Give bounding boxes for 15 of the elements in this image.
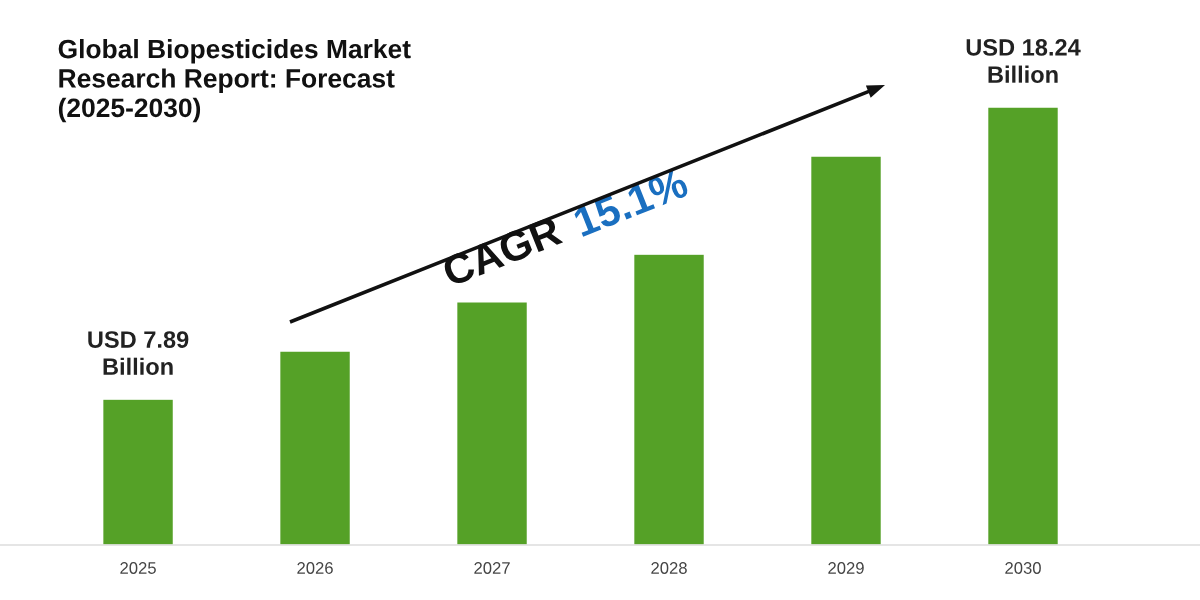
x-tick-label: 2029 xyxy=(828,562,864,574)
bar xyxy=(632,253,706,545)
x-tick-label: 2030 xyxy=(1005,562,1041,574)
x-tick-label: 2028 xyxy=(651,562,687,574)
bar xyxy=(278,350,352,545)
x-tick-label: 2026 xyxy=(297,562,333,574)
bar xyxy=(101,398,175,545)
x-tick-label: 2025 xyxy=(120,562,156,574)
chart-title: Global Biopesticides Market Research Report: Forecast (2025-2030) xyxy=(58,39,411,123)
annotation: USD 7.89 Billion xyxy=(88,331,189,376)
bar xyxy=(986,106,1060,545)
x-tick-label: 2027 xyxy=(474,562,510,574)
annotation: USD 18.24 Billion xyxy=(966,39,1081,83)
bar xyxy=(809,155,883,545)
bar xyxy=(455,301,529,545)
